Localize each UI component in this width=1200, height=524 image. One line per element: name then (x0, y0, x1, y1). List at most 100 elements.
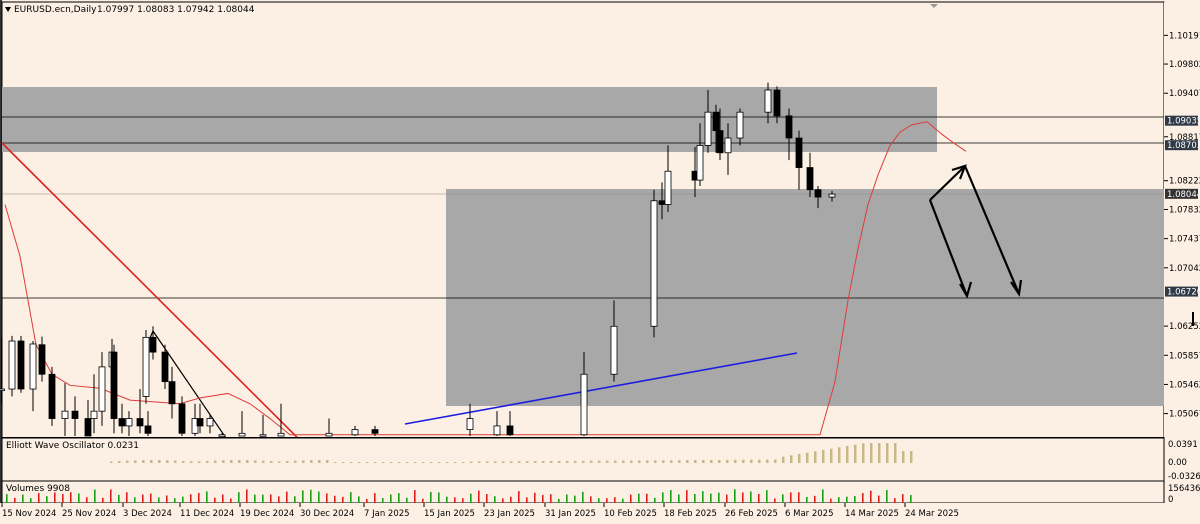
candle[interactable] (8, 335, 16, 397)
candle[interactable] (828, 191, 836, 202)
volume-bar (614, 497, 616, 503)
time-axis[interactable]: 15 Nov 2024 25 Nov 2024 3 Dec 2024 11 Dec 2… (0, 503, 1200, 524)
candle[interactable] (325, 418, 333, 437)
volume-bar (510, 496, 512, 503)
candle[interactable] (277, 403, 285, 437)
candle[interactable] (712, 104, 720, 153)
candle[interactable] (110, 344, 118, 434)
volume-window[interactable]: Volumes 9908 156436 0 (1, 480, 1200, 505)
candle[interactable] (84, 400, 92, 437)
volume-bar (774, 498, 776, 503)
candle[interactable] (785, 108, 793, 161)
ewo-bar (254, 460, 257, 463)
candle[interactable] (773, 86, 781, 124)
projection-arrows[interactable] (928, 164, 1023, 299)
candle[interactable] (351, 425, 359, 436)
candle[interactable] (764, 82, 772, 124)
candle[interactable] (716, 108, 724, 161)
volume-bar (374, 493, 376, 503)
candle[interactable] (125, 411, 133, 436)
candle-body-bull (29, 343, 37, 390)
candle[interactable] (580, 352, 588, 436)
candle[interactable] (144, 411, 152, 436)
candle[interactable] (142, 329, 150, 404)
candle[interactable] (38, 336, 46, 382)
candle[interactable] (0, 337, 5, 404)
candle[interactable] (196, 403, 204, 434)
ewo-window[interactable]: Elliott Wave Oscillator 0.0231 0.0391 0.… (1, 437, 1200, 482)
candle-body-bear (71, 410, 79, 419)
candle[interactable] (466, 403, 474, 436)
volume-bar (502, 498, 504, 503)
price-tick-label: 1.09407 (1169, 89, 1200, 99)
candle[interactable] (259, 414, 267, 437)
candle[interactable] (149, 326, 157, 360)
candle[interactable] (61, 383, 69, 436)
volume-bar (270, 494, 272, 503)
symbol-menu-icon[interactable] (5, 7, 11, 12)
candle[interactable] (48, 366, 56, 426)
volume-bar (558, 498, 560, 503)
candle[interactable] (136, 389, 144, 434)
candle-body-bear (168, 381, 176, 405)
volume-bar (190, 494, 192, 503)
volume-bar (702, 491, 704, 503)
candle[interactable] (238, 411, 246, 437)
time-tick-label: 19 Dec 2024 (240, 509, 294, 519)
ewo-bar (830, 448, 833, 463)
shift-marker-icon[interactable] (930, 4, 938, 8)
candle[interactable] (71, 396, 79, 436)
ewo-bar (366, 462, 369, 463)
candle[interactable] (90, 374, 98, 434)
candle[interactable] (795, 130, 803, 190)
candle[interactable] (371, 425, 379, 436)
ewo-bar (814, 451, 817, 463)
candle-body-bull (8, 340, 16, 390)
volume-bar (854, 495, 856, 503)
candle[interactable] (493, 411, 501, 436)
candle[interactable] (650, 189, 658, 338)
candle-body-bull (98, 366, 106, 412)
volume-bar (790, 492, 792, 503)
volume-bar (174, 498, 176, 503)
support-zone[interactable] (446, 189, 1164, 406)
candle[interactable] (806, 152, 814, 198)
candle[interactable] (29, 341, 37, 412)
volume-bar (62, 494, 64, 503)
candle[interactable] (610, 300, 618, 382)
ewo-bar (694, 460, 697, 463)
volume-bar (798, 492, 800, 503)
ewo-bar (878, 443, 881, 463)
ewo-bar (606, 460, 609, 463)
candle[interactable] (218, 433, 226, 437)
candle[interactable] (161, 344, 169, 390)
candle[interactable] (814, 186, 822, 209)
volume-bar (262, 494, 264, 503)
moving-average-line[interactable] (4, 121, 967, 436)
candle[interactable] (696, 123, 704, 187)
candle[interactable] (664, 145, 672, 212)
resistance-zone[interactable] (2, 87, 937, 152)
price-tick-label: 1.09802 (1169, 60, 1200, 70)
candle[interactable] (704, 90, 712, 153)
volume-bar (342, 496, 344, 503)
candle[interactable] (506, 411, 514, 436)
candle-body-bear (48, 373, 56, 419)
candle[interactable] (178, 396, 186, 436)
candle[interactable] (118, 403, 126, 434)
candle[interactable] (17, 335, 25, 393)
candle[interactable] (168, 366, 176, 419)
candle[interactable] (724, 123, 732, 175)
volume-bar (886, 490, 888, 503)
candle[interactable] (736, 108, 744, 146)
candle[interactable] (98, 352, 106, 426)
candle-body-bull (724, 137, 732, 154)
ewo-bar (838, 447, 841, 463)
candle[interactable] (206, 414, 214, 434)
price-labels: 1.09035 1.08703 1.08044 1.06720 (1165, 115, 1200, 298)
